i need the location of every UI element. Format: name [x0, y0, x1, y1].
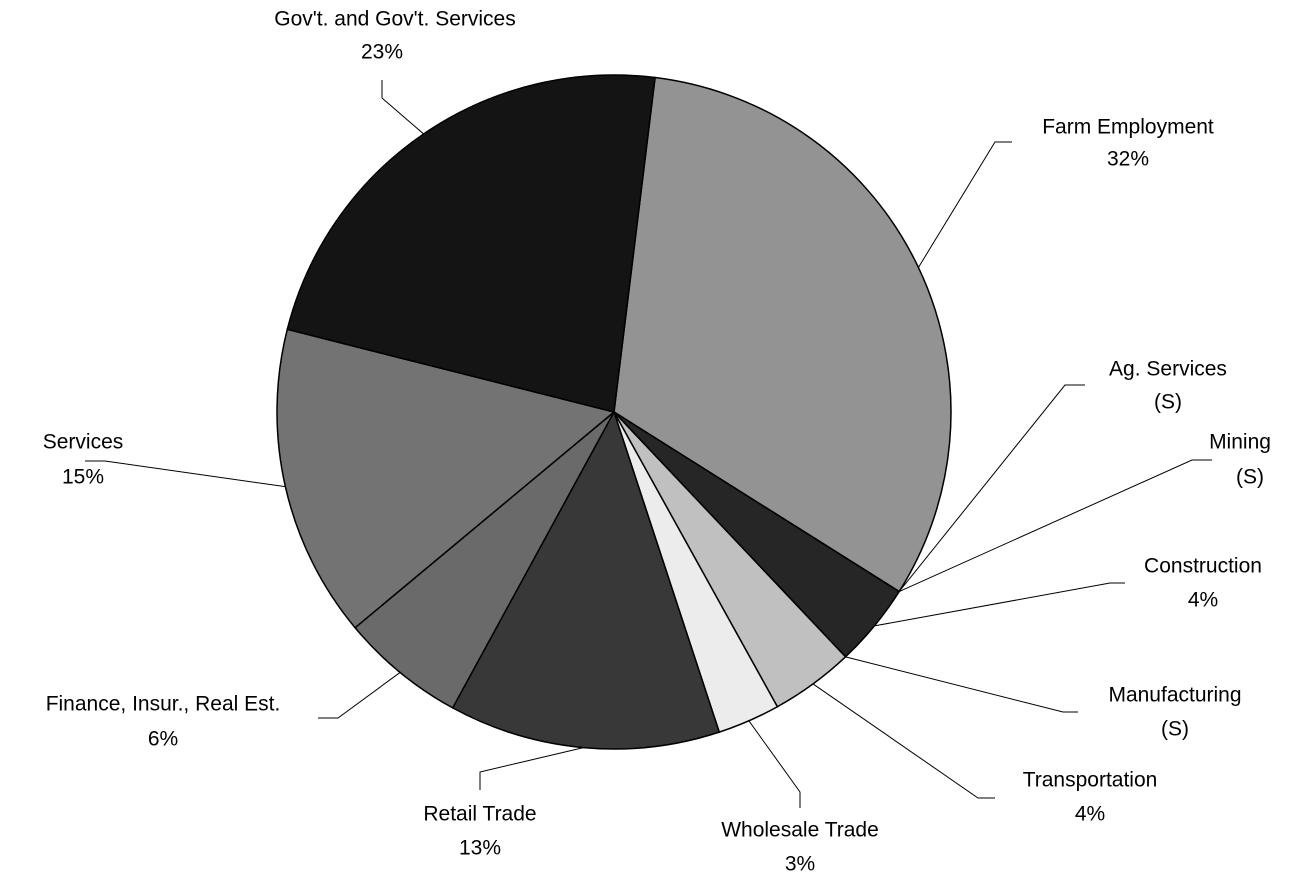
leader-line	[898, 459, 1212, 593]
slice-label: Ag. Services	[1109, 358, 1227, 381]
leader-line	[85, 460, 286, 488]
slice-value-label: 15%	[62, 466, 104, 489]
slice-value-label: (S)	[1236, 466, 1264, 489]
slice-value-label: 23%	[361, 41, 403, 64]
leader-line	[812, 683, 995, 799]
slice-value-label: 3%	[785, 853, 815, 876]
slice-label: Finance, Insur., Real Est.	[46, 693, 281, 716]
slice-label: Services	[43, 431, 124, 454]
pie-slice	[613, 76, 952, 593]
leader-line	[748, 720, 801, 808]
slice-value-label: 6%	[148, 728, 178, 751]
pie-slice	[354, 411, 615, 709]
slice-value-label: 4%	[1075, 803, 1105, 826]
slice-label: Construction	[1144, 555, 1262, 578]
slice-value-label: 13%	[459, 837, 501, 860]
leader-line	[318, 672, 401, 719]
pie-slice	[286, 74, 656, 413]
pie-slice	[451, 410, 721, 750]
leader-line	[479, 747, 584, 790]
slice-label: Mining	[1209, 431, 1271, 454]
slice-label: Gov't. and Gov't. Services	[274, 8, 515, 31]
leader-line	[381, 80, 424, 135]
slice-value-label: 4%	[1188, 589, 1218, 612]
leader-line	[898, 384, 1085, 592]
slice-label: Retail Trade	[423, 803, 536, 826]
leader-line	[917, 141, 1012, 268]
slice-label: Wholesale Trade	[721, 819, 879, 842]
pie-slice	[276, 328, 616, 629]
slice-value-label: (S)	[1161, 718, 1189, 741]
leader-line	[874, 582, 1125, 627]
slice-label: Transportation	[1023, 769, 1158, 792]
leader-line	[845, 656, 1078, 713]
slice-value-label: 32%	[1107, 148, 1149, 171]
slice-label: Manufacturing	[1108, 684, 1241, 707]
slice-value-label: (S)	[1154, 391, 1182, 414]
slice-label: Farm Employment	[1042, 116, 1214, 139]
